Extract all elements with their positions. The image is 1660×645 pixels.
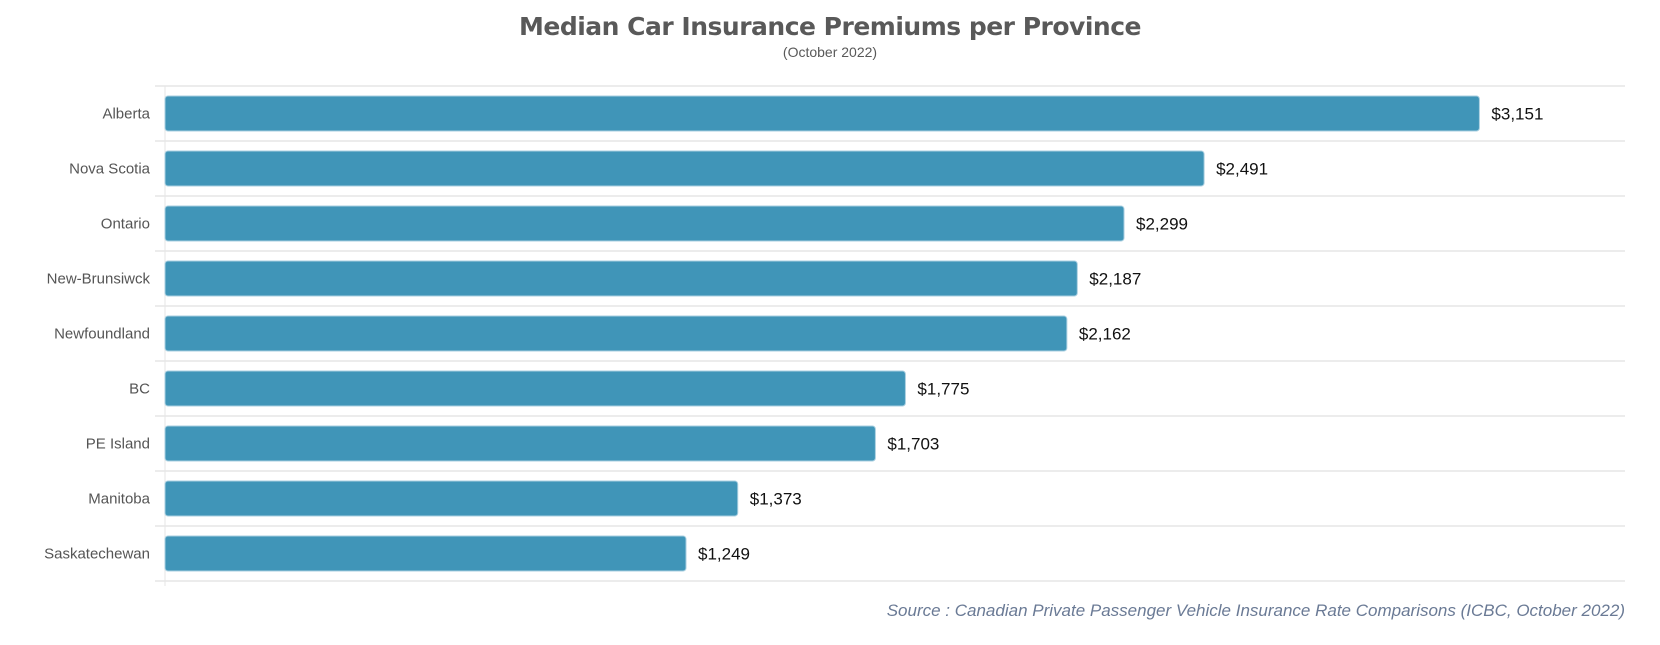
category-label: Alberta (102, 106, 150, 123)
bar (164, 425, 876, 462)
category-label: Newfoundland (54, 326, 150, 343)
bar (164, 315, 1068, 352)
category-label: Saskatechewan (44, 546, 150, 563)
bar (164, 480, 739, 517)
data-label: $2,299 (1136, 215, 1188, 234)
chart-title: Median Car Insurance Premiums per Provin… (519, 12, 1141, 41)
bar (164, 260, 1078, 297)
bar (164, 150, 1205, 187)
source-note: Source : Canadian Private Passenger Vehi… (886, 601, 1625, 620)
data-label: $1,703 (887, 435, 939, 454)
data-label: $3,151 (1491, 105, 1543, 124)
bar (164, 95, 1480, 132)
data-label: $2,187 (1089, 270, 1141, 289)
bar (164, 205, 1125, 242)
data-label: $2,162 (1079, 325, 1131, 344)
category-label: Manitoba (88, 491, 150, 508)
data-label: $1,775 (917, 380, 969, 399)
bar (164, 370, 906, 407)
data-label: $1,373 (750, 490, 802, 509)
category-label: New-Brunsiwck (47, 271, 151, 288)
data-label: $1,249 (698, 545, 750, 564)
category-label: Nova Scotia (69, 161, 151, 178)
data-label: $2,491 (1216, 160, 1268, 179)
bar (164, 535, 687, 572)
category-label: Ontario (101, 216, 150, 233)
category-label: BC (129, 381, 150, 398)
chart-subtitle: (October 2022) (782, 44, 878, 60)
category-label: PE Island (86, 436, 150, 453)
